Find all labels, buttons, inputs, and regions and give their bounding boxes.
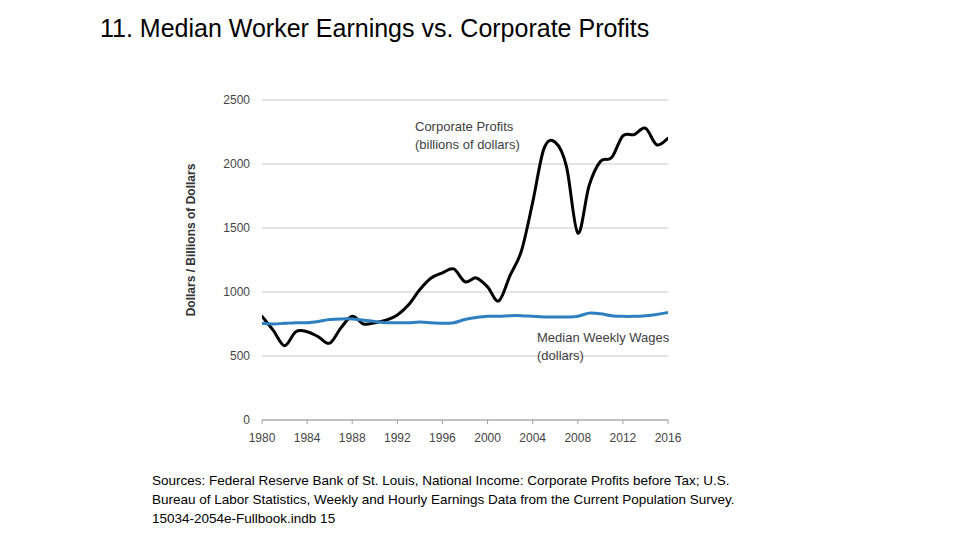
y-tick-label: 1000 <box>223 285 250 299</box>
grid-line <box>262 292 668 293</box>
title: 11. Median Worker Earnings vs. Corporate… <box>100 14 649 42</box>
x-tick-label: 2016 <box>655 431 682 445</box>
x-tick-label: 2000 <box>474 431 501 445</box>
series-label-line: (billions of dollars) <box>415 137 520 152</box>
x-tick-label: 1996 <box>429 431 456 445</box>
x-tick <box>307 420 308 424</box>
x-tick-label: 1980 <box>249 431 276 445</box>
x-tick <box>262 420 263 424</box>
source-text: 15034-2054e-Fullbook.indb 15 <box>152 511 335 526</box>
x-axis-line <box>262 420 668 421</box>
y-tick-label: 2000 <box>223 157 250 171</box>
grid-line <box>262 164 668 165</box>
x-tick <box>668 420 669 424</box>
source-text: Sources: Federal Reserve Bank of St. Lou… <box>152 473 730 488</box>
series-label: Median Weekly Wages (dollars) <box>537 330 670 363</box>
x-tick-label: 2008 <box>564 431 591 445</box>
x-tick-label: 2004 <box>519 431 546 445</box>
x-tick-label: 1984 <box>294 431 321 445</box>
x-tick <box>442 420 443 424</box>
source-text: Bureau of Labor Statistics, Weekly and H… <box>152 492 735 507</box>
y-tick-label: 2500 <box>223 93 250 107</box>
x-tick-label: 2012 <box>610 431 637 445</box>
x-tick-label: 1992 <box>384 431 411 445</box>
y-tick-label: 1500 <box>223 221 250 235</box>
y-tick-label: 0 <box>243 413 250 427</box>
x-tick <box>397 420 398 424</box>
x-tick <box>352 420 353 424</box>
grid-line <box>262 100 668 101</box>
y-axis-label: Dollars / Billions of Dollars <box>184 163 198 316</box>
grid-line <box>262 356 668 357</box>
x-tick <box>622 420 623 424</box>
series-group <box>262 128 668 346</box>
x-tick <box>487 420 488 424</box>
series-label-line: Median Weekly Wages <box>537 330 670 345</box>
x-tick-label: 1988 <box>339 431 366 445</box>
series-label-line: Corporate Profits <box>415 119 514 134</box>
grid-line <box>262 420 668 421</box>
series-label: Corporate Profits (billions of dollars) <box>415 119 520 152</box>
x-tick <box>532 420 533 424</box>
x-tick <box>577 420 578 424</box>
series-label-line: (dollars) <box>537 348 584 363</box>
y-tick-label: 500 <box>230 349 250 363</box>
series-line <box>262 128 668 346</box>
series-line <box>262 312 668 324</box>
grid-line <box>262 228 668 229</box>
chart: 11. Median Worker Earnings vs. Corporate… <box>0 0 960 540</box>
